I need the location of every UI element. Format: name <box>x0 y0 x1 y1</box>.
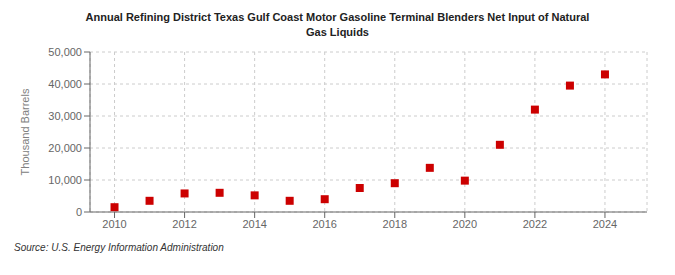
svg-text:Thousand Barrels: Thousand Barrels <box>19 88 31 175</box>
html-text:Gas Liquids: Gas Liquids <box>306 26 369 38</box>
svg-text:2014: 2014 <box>242 218 266 230</box>
svg-text:2018: 2018 <box>383 218 407 230</box>
svg-text:2016: 2016 <box>312 218 336 230</box>
svg-text:0: 0 <box>76 206 82 218</box>
svg-text:20,000: 20,000 <box>48 142 82 154</box>
svg-text:2010: 2010 <box>102 218 126 230</box>
svg-text:10,000: 10,000 <box>48 174 82 186</box>
svg-text:2020: 2020 <box>453 218 477 230</box>
svg-text:50,000: 50,000 <box>48 46 82 58</box>
svg-text:30,000: 30,000 <box>48 110 82 122</box>
svg-text:2024: 2024 <box>593 218 617 230</box>
svg-text:2022: 2022 <box>523 218 547 230</box>
html-text:Annual Refining District Texas: Annual Refining District Texas Gulf Coas… <box>85 11 590 23</box>
svg-text:40,000: 40,000 <box>48 78 82 90</box>
html-text:Source: U.S. Energy Informatio: Source: U.S. Energy Information Administ… <box>14 242 224 253</box>
svg-text:2012: 2012 <box>172 218 196 230</box>
